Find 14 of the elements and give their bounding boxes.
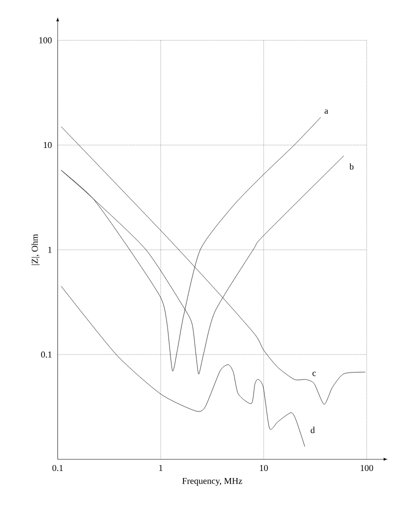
y-axis-title: |Z|, Ohm xyxy=(31,234,40,265)
y-tick-label: 100 xyxy=(39,37,52,44)
series-label: c xyxy=(312,372,316,376)
x-axis-title: Frequency, MHz xyxy=(182,478,242,486)
y-tick-label: 0.1 xyxy=(41,351,52,358)
series-label: a xyxy=(324,109,328,114)
x-tick-label: 10 xyxy=(260,464,268,472)
series-label: d xyxy=(310,426,315,434)
y-tick-label: 1 xyxy=(48,246,52,253)
x-tick-label: 0.1 xyxy=(52,464,63,472)
y-tick-label: 10 xyxy=(44,142,52,148)
x-tick-label: 1 xyxy=(159,464,162,471)
x-tick-label: 100 xyxy=(360,464,374,472)
series-label: b xyxy=(349,163,354,170)
